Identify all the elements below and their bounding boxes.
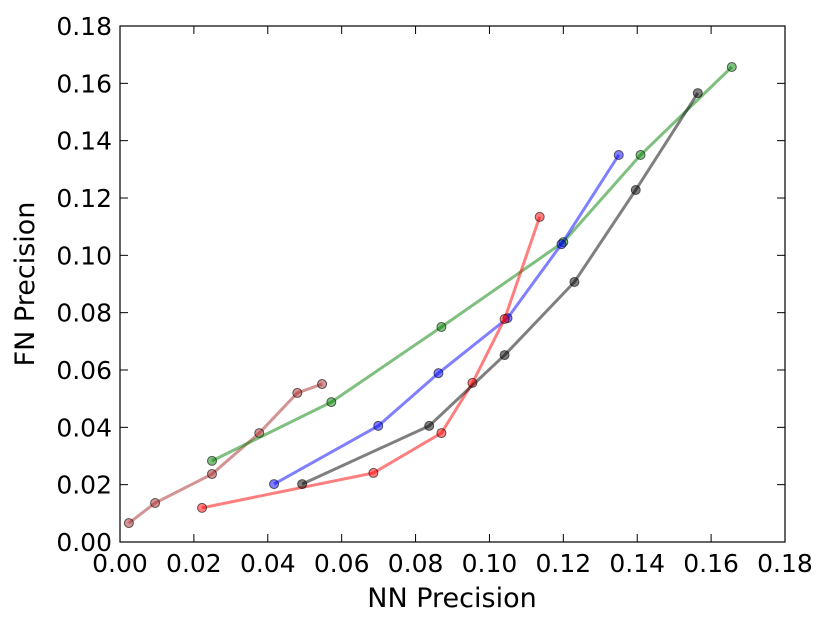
y-tick-label: 0.08 [56, 299, 112, 328]
data-point [499, 313, 510, 324]
data-point [692, 88, 703, 99]
x-tick-label: 0.08 [388, 549, 444, 578]
data-point [326, 397, 337, 408]
data-point [613, 150, 624, 160]
y-axis-label: FN Precision [10, 202, 41, 367]
data-point [292, 387, 303, 398]
series-line [201, 216, 542, 510]
data-point [373, 420, 384, 431]
x-tick-label: 0.10 [462, 549, 518, 578]
data-point [556, 239, 567, 250]
series-line [273, 154, 621, 486]
y-tick-label: 0.00 [56, 528, 112, 557]
data-point [534, 211, 545, 222]
x-tick-label: 0.02 [166, 549, 222, 578]
y-tick-label: 0.12 [56, 184, 112, 213]
data-point [635, 150, 646, 160]
y-tick-label: 0.02 [56, 471, 112, 500]
data-point [630, 184, 641, 195]
series-line [211, 65, 733, 463]
data-point [150, 498, 161, 509]
y-tick-label: 0.18 [56, 12, 112, 41]
y-tick-label: 0.14 [56, 127, 112, 156]
data-point [726, 61, 737, 72]
data-point [269, 479, 280, 490]
data-point [433, 368, 444, 379]
data-point [206, 455, 217, 466]
y-tick-label: 0.04 [56, 413, 112, 442]
data-point [424, 420, 435, 431]
x-tick-label: 0.00 [92, 549, 148, 578]
y-tick-label: 0.10 [56, 241, 112, 270]
x-tick-label: 0.06 [314, 549, 370, 578]
data-point [569, 276, 580, 287]
series-line [301, 92, 700, 486]
data-point [499, 350, 510, 361]
data-point [436, 428, 447, 439]
y-tick-label: 0.06 [56, 356, 112, 385]
x-tick-label: 0.16 [683, 549, 739, 578]
x-tick-label: 0.18 [757, 549, 813, 578]
data-point [317, 379, 328, 390]
y-tick-label: 0.16 [56, 69, 112, 98]
data-point [206, 469, 217, 480]
x-tick-label: 0.14 [609, 549, 665, 578]
x-tick-label: 0.04 [240, 549, 296, 578]
data-point [197, 502, 208, 513]
data-point [436, 322, 447, 332]
data-point [297, 479, 308, 490]
x-axis-label: NN Precision [367, 583, 536, 614]
data-point [368, 467, 379, 478]
x-tick-label: 0.12 [535, 549, 591, 578]
data-point [123, 518, 134, 529]
plot-frame [119, 25, 786, 543]
